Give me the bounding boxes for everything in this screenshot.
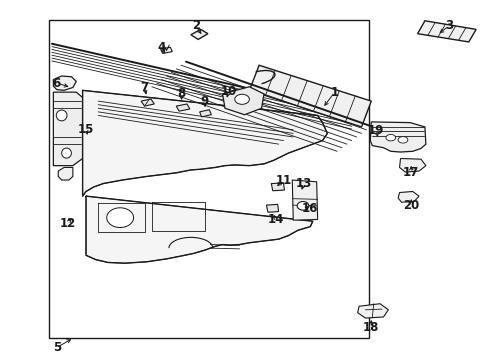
Polygon shape: [53, 92, 82, 166]
Polygon shape: [397, 192, 418, 202]
Ellipse shape: [385, 134, 395, 141]
Text: 15: 15: [78, 123, 94, 136]
Ellipse shape: [397, 136, 407, 143]
Text: 18: 18: [363, 321, 379, 334]
Polygon shape: [141, 99, 154, 106]
Polygon shape: [292, 180, 317, 220]
Text: 12: 12: [60, 216, 76, 230]
Text: 10: 10: [220, 85, 237, 98]
Polygon shape: [190, 30, 207, 40]
Ellipse shape: [106, 208, 133, 228]
Ellipse shape: [56, 110, 67, 121]
Text: 19: 19: [367, 124, 384, 137]
Text: 16: 16: [302, 202, 318, 215]
Text: 3: 3: [444, 19, 452, 32]
Polygon shape: [82, 90, 327, 196]
Polygon shape: [417, 21, 475, 42]
Polygon shape: [199, 110, 211, 117]
Text: 20: 20: [402, 199, 419, 212]
Polygon shape: [58, 167, 73, 180]
Text: 9: 9: [200, 95, 208, 108]
Text: 11: 11: [275, 174, 291, 187]
Text: 4: 4: [157, 41, 165, 54]
Text: 2: 2: [191, 19, 200, 32]
Circle shape: [297, 202, 308, 210]
Polygon shape: [176, 104, 189, 111]
Text: 5: 5: [53, 341, 61, 354]
Polygon shape: [222, 87, 264, 115]
Polygon shape: [399, 158, 425, 172]
Text: 14: 14: [267, 213, 284, 226]
Bar: [49, 21, 368, 338]
Polygon shape: [266, 204, 278, 212]
Polygon shape: [86, 196, 312, 263]
Text: 8: 8: [177, 87, 185, 100]
Text: 1: 1: [330, 86, 338, 99]
Text: 6: 6: [53, 77, 61, 90]
Text: 17: 17: [402, 166, 419, 179]
Text: 7: 7: [140, 81, 148, 94]
Ellipse shape: [61, 148, 71, 158]
Polygon shape: [271, 183, 284, 191]
Polygon shape: [160, 47, 172, 53]
Text: 13: 13: [295, 177, 311, 190]
Ellipse shape: [234, 94, 249, 104]
Polygon shape: [53, 76, 76, 90]
Polygon shape: [249, 65, 370, 127]
Polygon shape: [357, 304, 387, 318]
Polygon shape: [369, 122, 425, 152]
